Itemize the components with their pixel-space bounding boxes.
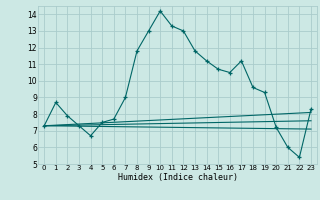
X-axis label: Humidex (Indice chaleur): Humidex (Indice chaleur) xyxy=(118,173,238,182)
